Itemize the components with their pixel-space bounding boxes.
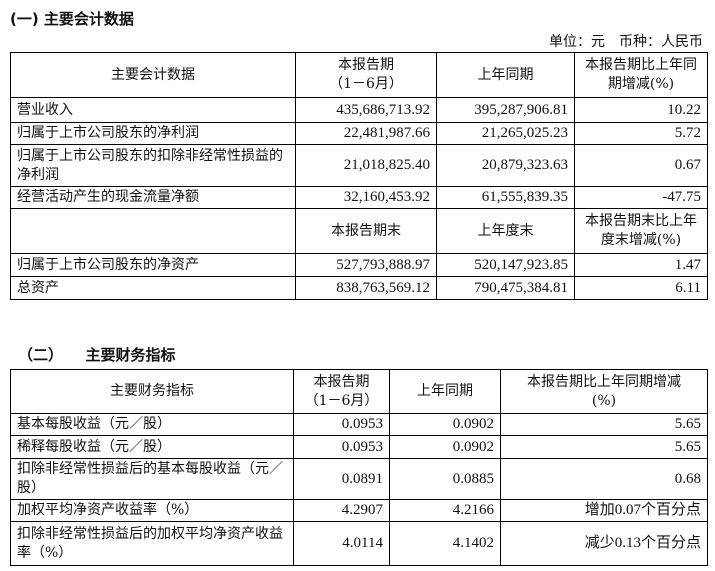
header-row: 本报告期末 上年度末 本报告期末比上年度末增减(%): [10, 208, 708, 254]
column-header: 上年度末: [436, 208, 575, 254]
table-row: 归属于上市公司股东的净资产 527,793,888.97 520,147,923.8…: [10, 253, 708, 277]
row-label: 营业收入: [10, 97, 296, 123]
cell-value: 0.0891: [293, 458, 390, 500]
table-row: 总资产 838,763,569.12 790,475,384.81 6.11: [10, 276, 708, 300]
cell-value: 1.47: [574, 253, 708, 277]
cell-value: 21,018,825.40: [295, 144, 437, 187]
cell-value: 0.67: [574, 144, 708, 187]
column-header: 本报告期比上年同期增减 (%): [500, 369, 708, 414]
column-header: 本报告期末比上年度末增减(%): [574, 208, 708, 254]
row-label: 归属于上市公司股东的扣除非经常性损益的净利润: [10, 144, 296, 187]
cell-value: 10.22: [574, 97, 708, 123]
row-label: 扣除非经常性损益后的基本每股收益（元／股）: [10, 458, 294, 500]
table-row: 加权平均净资产收益率（%） 4.2907 4.2166 增加0.07个百分点: [10, 499, 708, 522]
cell-value: 20,879,323.63: [436, 144, 575, 187]
section1-title: (一) 主要会计数据: [10, 10, 134, 28]
table-row: 基本每股收益（元／股） 0.0953 0.0902 5.65: [10, 413, 708, 436]
cell-value: 527,793,888.97: [295, 253, 437, 277]
cell-value: 790,475,384.81: [436, 276, 575, 300]
column-header: 本报告期比上年同期增减(%): [574, 52, 708, 98]
cell-value: 395,287,906.81: [436, 97, 575, 123]
column-header: 本报告期 （1－6月）: [295, 52, 437, 98]
cell-value: 6.11: [574, 276, 708, 300]
cell-value: 5.65: [500, 413, 708, 436]
cell-value: 4.2166: [389, 499, 501, 522]
cell-value: 4.1402: [389, 521, 501, 566]
cell-value: 0.0902: [389, 413, 501, 436]
cell-value: 32,160,453.92: [295, 186, 437, 209]
cell-value: 21,265,025.23: [436, 122, 575, 145]
row-label: 总资产: [10, 276, 296, 300]
table-row: 扣除非经常性损益后的加权平均净资产收益率（%） 4.0114 4.1402 减少0.1…: [10, 521, 708, 566]
row-label: 归属于上市公司股东的净利润: [10, 122, 296, 145]
column-header: 主要会计数据: [10, 52, 296, 98]
row-label: 扣除非经常性损益后的加权平均净资产收益率（%）: [10, 521, 294, 566]
cell-value: 838,763,569.12: [295, 276, 437, 300]
table-row: 归属于上市公司股东的扣除非经常性损益的净利润 21,018,825.40 20,87…: [10, 144, 708, 187]
cell-value: 22,481,987.66: [295, 122, 437, 145]
header-row: 主要财务指标 本报告期 （1－6月） 上年同期 本报告期比上年同期增减 (%): [10, 369, 708, 414]
cell-value: 0.0902: [389, 435, 501, 459]
cell-value: 增加0.07个百分点: [500, 499, 708, 522]
header-row: 主要会计数据 本报告期 （1－6月） 上年同期 本报告期比上年同期增减(%): [10, 52, 708, 98]
column-header: 本报告期末: [295, 208, 437, 254]
financial-indicators-table: 主要财务指标 本报告期 （1－6月） 上年同期 本报告期比上年同期增减 (%) 基本每股…: [10, 369, 708, 566]
cell-value: 5.65: [500, 435, 708, 459]
cell-value: 520,147,923.85: [436, 253, 575, 277]
table-row: 归属于上市公司股东的净利润 22,481,987.66 21,265,025.23 5…: [10, 122, 708, 145]
column-header: 上年同期: [389, 369, 501, 414]
cell-value: 435,686,713.92: [295, 97, 437, 123]
cell-value: 4.0114: [293, 521, 390, 566]
cell-value: 4.2907: [293, 499, 390, 522]
row-label: 经营活动产生的现金流量净额: [10, 186, 296, 209]
table-row: 稀释每股收益（元／股） 0.0953 0.0902 5.65: [10, 435, 708, 459]
section2-title: （二） 主要财务指标: [18, 346, 176, 364]
cell-value: 0.0885: [389, 458, 501, 500]
cell-value: 5.72: [574, 122, 708, 145]
cell-value: 61,555,839.35: [436, 186, 575, 209]
column-header: 上年同期: [436, 52, 575, 98]
column-header: [10, 208, 296, 254]
row-label: 稀释每股收益（元／股）: [10, 435, 294, 459]
row-label: 加权平均净资产收益率（%）: [10, 499, 294, 522]
cell-value: 0.68: [500, 458, 708, 500]
table-row: 经营活动产生的现金流量净额 32,160,453.92 61,555,839.35-…: [10, 186, 708, 209]
unit-label: 单位：元 币种：人民币: [549, 34, 703, 50]
column-header: 主要财务指标: [10, 369, 294, 414]
cell-value: 减少0.13个百分点: [500, 521, 708, 566]
row-label: 归属于上市公司股东的净资产: [10, 253, 296, 277]
table-row: 扣除非经常性损益后的基本每股收益（元／股） 0.0891 0.0885 0.68: [10, 458, 708, 500]
accounting-data-table: 主要会计数据 本报告期 （1－6月） 上年同期 本报告期比上年同期增减(%) 营业收入 4…: [10, 52, 708, 300]
cell-value: -47.75: [574, 186, 708, 209]
column-header: 本报告期 （1－6月）: [293, 369, 390, 414]
row-label: 基本每股收益（元／股）: [10, 413, 294, 436]
table-row: 营业收入 435,686,713.92 395,287,906.81 10.22: [10, 97, 708, 123]
cell-value: 0.0953: [293, 435, 390, 459]
cell-value: 0.0953: [293, 413, 390, 436]
